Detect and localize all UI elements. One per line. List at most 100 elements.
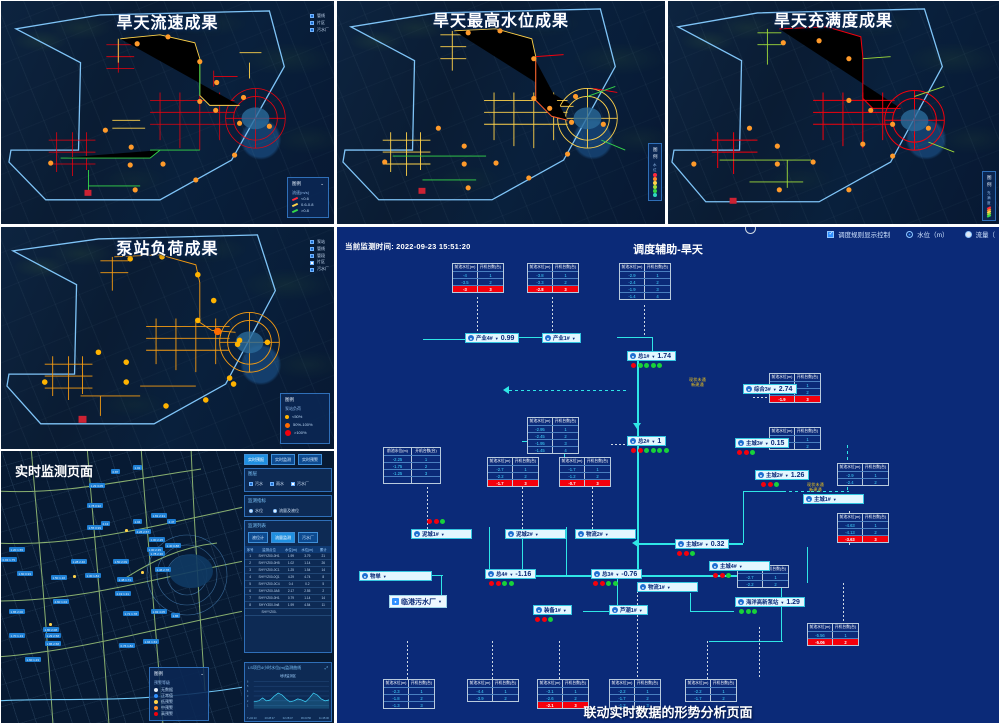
indicator-option-flow[interactable]: 流量及液位 <box>273 508 299 514</box>
radio-icon[interactable] <box>906 230 914 238</box>
map-label[interactable]: 1.80 2.08 <box>43 627 59 632</box>
checkbox-icon[interactable] <box>270 482 274 486</box>
layer-item[interactable]: 管线 <box>310 246 329 253</box>
dropdown-caret-icon[interactable]: ▼ <box>651 438 656 444</box>
checkbox-icon[interactable] <box>249 482 253 486</box>
list-tab-flow-monitor[interactable]: 流量监测 <box>271 532 295 543</box>
map-label[interactable]: 1.71 1.78 <box>123 611 139 616</box>
map-label[interactable]: 1.00 2.35 <box>147 547 163 552</box>
checkbox-icon[interactable] <box>827 230 835 238</box>
map-label[interactable]: 1.40 0.88 <box>165 543 181 548</box>
table-row[interactable]: 7 SHYYZ00-0H1 0.79 1.14 14 <box>245 595 331 602</box>
node-wuliu2[interactable]: ● 物流2# ▼ <box>575 529 636 539</box>
control-flow[interactable]: 流量（ <box>964 229 995 239</box>
dropdown-caret-icon[interactable]: ▼ <box>571 335 576 341</box>
node-chanye1[interactable]: ● 产业1# ▼ <box>542 333 581 343</box>
node-luchao1[interactable]: ● 芦潮1# ▼ <box>609 605 648 615</box>
dropdown-caret-icon[interactable]: ▼ <box>651 353 656 359</box>
node-zong4[interactable]: ● 总4# ▼ -1.16 <box>485 569 537 579</box>
node-plant[interactable]: ● 临港污水厂 ▼ <box>389 595 447 608</box>
dropdown-caret-icon[interactable]: ▼ <box>772 386 777 392</box>
dropdown-caret-icon[interactable]: ▼ <box>494 335 499 341</box>
map-label[interactable]: 1.93 4.05 <box>151 609 167 614</box>
layer-item[interactable]: 管段 <box>310 253 329 260</box>
node-zhucheng3[interactable]: ● 主城3# ▼ 0.15 <box>735 438 790 448</box>
map-label[interactable]: 1.29 3.05 <box>89 483 105 488</box>
dropdown-caret-icon[interactable]: ▼ <box>738 563 743 569</box>
map-label[interactable]: 1.60 0.93 <box>17 571 33 576</box>
node-chanye4[interactable]: ● 产业4# ▼ 0.99 <box>465 333 520 343</box>
layer-item[interactable]: 污水厂 <box>310 27 329 34</box>
checkbox-icon[interactable] <box>310 253 314 258</box>
node-zhucheng5[interactable]: ● 主城5# ▼ 0.32 <box>675 539 730 549</box>
map-label[interactable]: 1.86 <box>171 613 180 618</box>
map-label[interactable]: 1.86 2.58 <box>45 641 61 646</box>
map-label[interactable]: 1.81 2.31 <box>151 513 167 518</box>
layer-item[interactable]: 片区 <box>310 20 329 27</box>
node-zhucheng2[interactable]: ● 主城2# ▼ 1.26 <box>755 470 810 480</box>
dropdown-caret-icon[interactable]: ▼ <box>615 571 620 577</box>
layer-option[interactable]: 雨水 <box>270 481 284 487</box>
node-zhuangbei1[interactable]: ● 装备1# ▼ <box>533 605 572 615</box>
map-label[interactable]: 1.70 1.13 <box>9 633 25 638</box>
table-row[interactable]: 8 SHYYZ00-0n8 1.99 4.54 11 <box>245 602 331 609</box>
checkbox-icon[interactable] <box>310 21 314 26</box>
node-zong2[interactable]: ● 总2# ▼ 1 <box>627 436 667 446</box>
layer-item[interactable]: 管线 <box>310 13 329 20</box>
map-label[interactable]: 1.50 1.16 <box>51 575 67 580</box>
control-rule-display[interactable]: 调度规则显示控制 <box>827 229 890 239</box>
map-label[interactable]: 1.94 1.63 <box>143 639 159 644</box>
radio-icon[interactable] <box>249 509 253 513</box>
collapse-icon[interactable]: ⌄ <box>200 671 204 677</box>
layer-item[interactable]: 片区 <box>310 259 329 266</box>
checkbox-icon[interactable] <box>310 27 314 32</box>
checkbox-icon[interactable] <box>310 247 314 252</box>
node-zong3[interactable]: ● 总3# ▼ -0.76 <box>591 569 643 579</box>
dropdown-caret-icon[interactable]: ▼ <box>780 599 785 605</box>
layer-option[interactable]: 污水 <box>249 481 263 487</box>
radio-icon[interactable] <box>273 509 277 513</box>
dropdown-caret-icon[interactable]: ▼ <box>832 496 837 502</box>
node-nicheng2[interactable]: ● 泥城2# ▼ <box>505 529 566 539</box>
dropdown-caret-icon[interactable]: ▼ <box>764 440 769 446</box>
map-label[interactable]: 1.86 2.00 <box>9 609 25 614</box>
dropdown-caret-icon[interactable]: ▼ <box>666 584 671 590</box>
node-nicheng1[interactable]: ● 泥城1# ▼ <box>411 529 472 539</box>
table-row[interactable]: 5 SHYYZ00-0C4 0.4 0.2 5 <box>245 581 331 588</box>
map-label[interactable]: 2.47 <box>167 519 176 524</box>
checkbox-icon[interactable] <box>310 260 314 265</box>
dropdown-caret-icon[interactable]: ▼ <box>784 472 789 478</box>
node-zhucheng4[interactable]: ● 主城4# ▼ <box>709 561 770 571</box>
layer-item[interactable]: 泵站 <box>310 239 329 246</box>
dropdown-caret-icon[interactable]: ▼ <box>638 607 643 613</box>
checkbox-icon[interactable] <box>291 482 295 486</box>
dropdown-caret-icon[interactable]: ▼ <box>509 571 514 577</box>
map-label[interactable]: 1.00 2.25 <box>149 537 165 542</box>
map-label[interactable]: 4.60 1.04 <box>53 599 69 604</box>
node-zong1[interactable]: ● 总1# ▼ 1.74 <box>627 351 676 361</box>
list-tab-level-gauge[interactable]: 液位计 <box>248 532 268 543</box>
checkbox-icon[interactable] <box>310 14 314 19</box>
node-wuche[interactable]: ● 物单 ▼ <box>359 571 432 581</box>
map-label[interactable]: 1.60 1.23 <box>25 657 41 662</box>
radio-icon[interactable] <box>964 230 972 238</box>
dropdown-caret-icon[interactable]: ▼ <box>382 573 387 579</box>
tab-realtime-warning[interactable]: 实时预警 <box>298 454 322 465</box>
map-label[interactable]: 1.48 1.71 <box>117 577 133 582</box>
map-label[interactable]: 1.78 2.30 <box>149 551 165 556</box>
map-label[interactable]: 1.30 1.84 <box>85 573 101 578</box>
layer-item[interactable]: 污水厂 <box>310 266 329 273</box>
dropdown-caret-icon[interactable]: ▼ <box>604 531 609 537</box>
dropdown-caret-icon[interactable]: ▼ <box>562 607 567 613</box>
map-label[interactable]: 0.87 <box>111 469 120 474</box>
map-label[interactable]: 1.50 2.09 <box>113 559 129 564</box>
layer-option[interactable]: 污水厂 <box>291 481 309 487</box>
collapse-icon[interactable]: ⌄ <box>320 181 324 187</box>
table-row[interactable]: 6 SHYYZ00-0A5 2.17 2.55 2 <box>245 588 331 595</box>
table-row[interactable]: 2 SHYYZ00-0H5 1.02 1.14 26 <box>245 560 331 567</box>
table-row[interactable]: 4 SHYYZ00-0Q1 4.29 4.74 8 <box>245 574 331 581</box>
control-water-level[interactable]: 水位（m） <box>906 229 949 239</box>
indicator-option-level[interactable]: 水位 <box>249 508 263 514</box>
table-row[interactable]: 3 SHYYZ00-0C1 1.25 1.54 14 <box>245 567 331 574</box>
dropdown-caret-icon[interactable]: ▼ <box>534 531 539 537</box>
